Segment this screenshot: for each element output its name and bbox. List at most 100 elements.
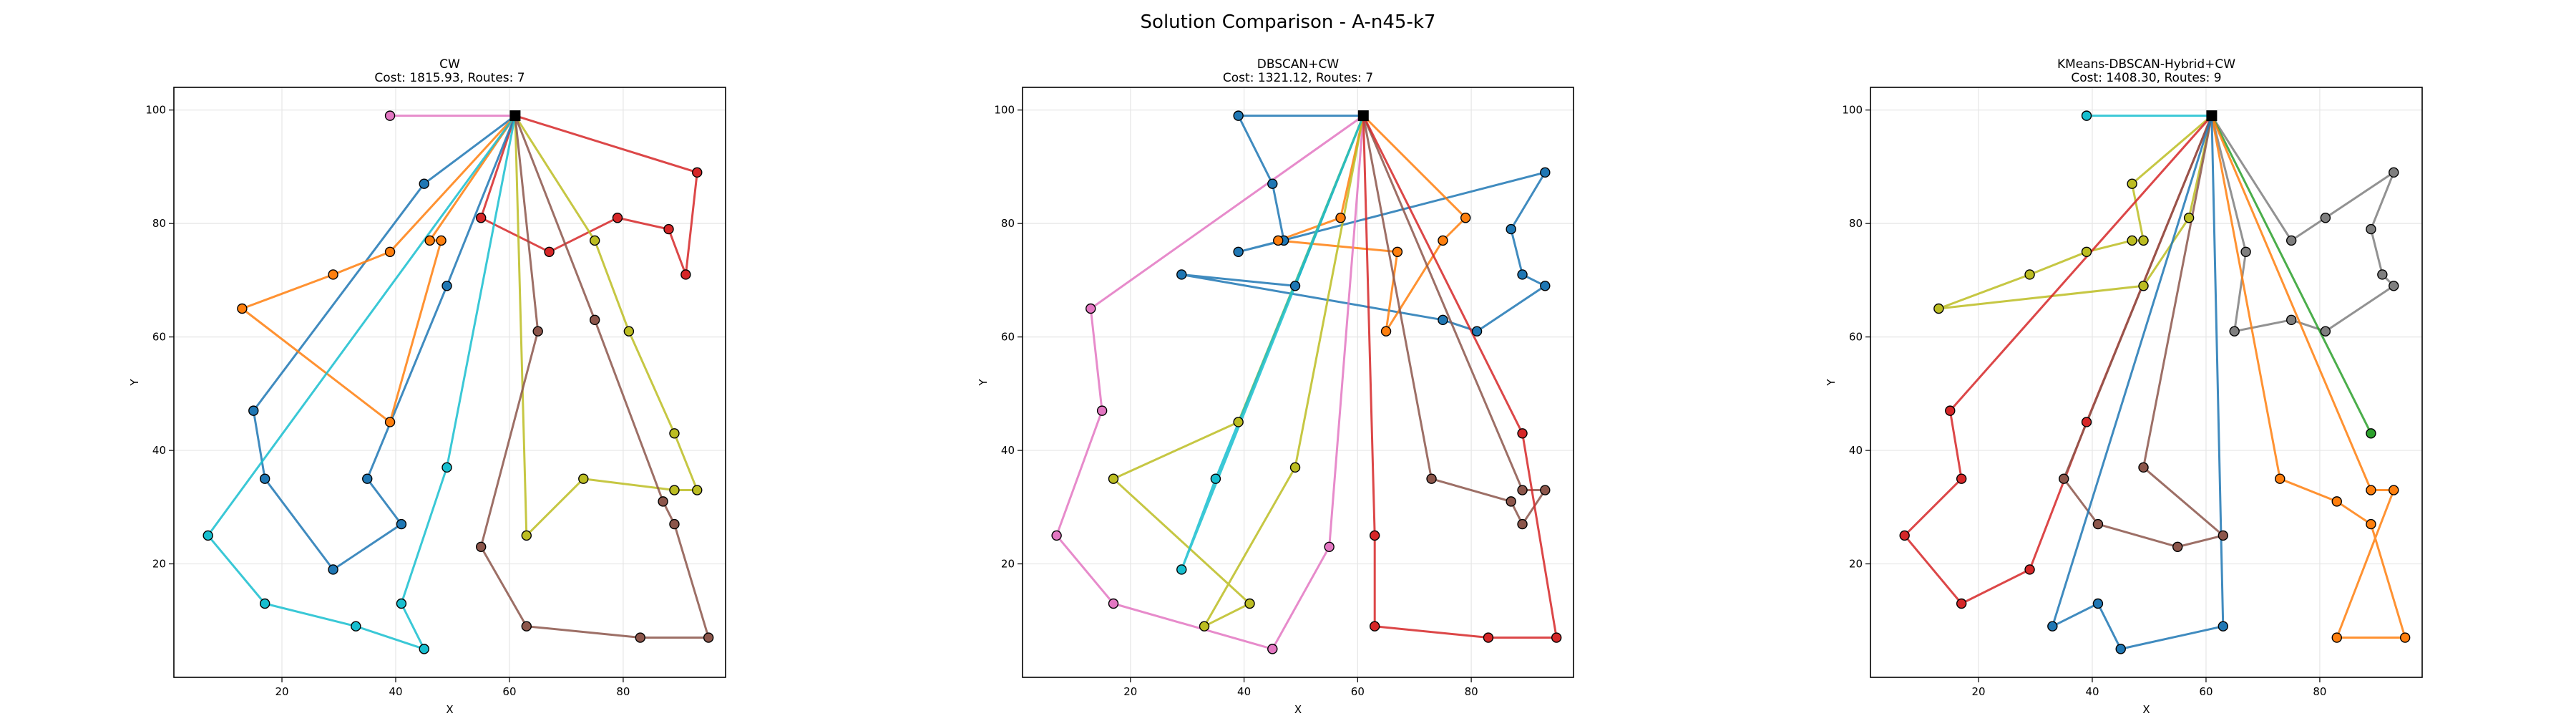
y-tick-label: 20 bbox=[152, 558, 166, 571]
customer-point bbox=[1233, 246, 1244, 257]
route-line-2 bbox=[1937, 115, 2213, 310]
customer-point bbox=[2138, 281, 2149, 291]
y-axis-label: Y bbox=[1825, 379, 1838, 387]
x-tick-label: 40 bbox=[389, 685, 402, 698]
customer-point bbox=[2240, 246, 2251, 257]
customer-point bbox=[1267, 178, 1278, 189]
route-line-5 bbox=[1180, 115, 1365, 571]
customer-point bbox=[1199, 621, 1210, 632]
customer-point bbox=[2229, 326, 2240, 337]
customer-point bbox=[2127, 235, 2137, 246]
customer-point bbox=[2366, 428, 2376, 439]
x-tick-label: 80 bbox=[616, 685, 630, 698]
y-tick-label: 40 bbox=[1849, 444, 1863, 457]
customer-point bbox=[2377, 269, 2388, 280]
customer-point bbox=[1517, 485, 1528, 495]
customer-point bbox=[1517, 428, 1528, 439]
customer-point bbox=[259, 473, 270, 484]
customer-point bbox=[396, 518, 407, 530]
x-axis-label: X bbox=[446, 703, 453, 716]
customer-point bbox=[441, 462, 452, 473]
customer-point bbox=[521, 621, 532, 632]
y-axis-label: Y bbox=[128, 379, 141, 387]
customer-point bbox=[544, 246, 555, 257]
x-tick-label: 20 bbox=[1123, 685, 1137, 698]
customer-point bbox=[1096, 405, 1108, 416]
route-line-3 bbox=[2210, 115, 2395, 333]
customer-point bbox=[328, 269, 338, 280]
customer-point bbox=[396, 598, 407, 609]
customer-point bbox=[680, 269, 691, 280]
customer-point bbox=[1289, 462, 1301, 473]
customer-point bbox=[2081, 246, 2092, 257]
route-line-1 bbox=[1180, 115, 1546, 333]
customer-point bbox=[1085, 303, 1096, 314]
customer-point bbox=[362, 473, 373, 484]
customer-point bbox=[2081, 110, 2092, 121]
customer-point bbox=[2172, 541, 2183, 552]
y-tick-label: 100 bbox=[145, 104, 166, 117]
customer-point bbox=[476, 541, 487, 552]
customer-point bbox=[703, 632, 714, 643]
customer-point bbox=[1483, 632, 1494, 643]
customer-point bbox=[1335, 213, 1346, 223]
chart-title: KMeans-DBSCAN-Hybrid+CW bbox=[2057, 57, 2235, 72]
customer-point bbox=[1369, 621, 1380, 632]
y-tick-label: 40 bbox=[152, 444, 166, 457]
customer-point bbox=[1176, 564, 1187, 575]
y-tick-label: 20 bbox=[1001, 558, 1015, 571]
customer-point bbox=[2218, 530, 2229, 541]
route-line-5 bbox=[2210, 115, 2372, 435]
customer-point bbox=[1933, 303, 1944, 314]
customer-point bbox=[203, 530, 213, 541]
customer-point bbox=[2320, 213, 2331, 223]
customer-point bbox=[612, 213, 623, 223]
customer-point bbox=[589, 235, 600, 246]
chart-subtitle: Cost: 1815.93, Routes: 7 bbox=[374, 71, 525, 85]
customer-point bbox=[436, 235, 447, 246]
customer-point bbox=[2081, 417, 2092, 427]
customer-point bbox=[1517, 269, 1528, 280]
customer-point bbox=[2389, 281, 2399, 291]
customer-point bbox=[1540, 167, 1551, 178]
customer-point bbox=[521, 530, 532, 541]
x-tick-label: 20 bbox=[275, 685, 288, 698]
customer-point bbox=[2331, 496, 2342, 507]
customer-point bbox=[2366, 485, 2376, 495]
x-tick-label: 60 bbox=[2199, 685, 2212, 698]
route-line-4 bbox=[240, 115, 517, 423]
route-line-2 bbox=[479, 115, 698, 276]
customer-point bbox=[2059, 473, 2069, 484]
chart-panel-3: 20 40 60 80 20 40 60 80 100 KMeans-DBSCAN-Hybrid+… bbox=[1825, 57, 2423, 716]
customer-point bbox=[1438, 314, 1448, 326]
customer-point bbox=[1540, 281, 1551, 291]
y-tick-label: 60 bbox=[152, 331, 166, 344]
y-tick-label: 40 bbox=[1001, 444, 1015, 457]
x-tick-label: 80 bbox=[1465, 685, 1478, 698]
customer-point bbox=[2218, 621, 2229, 632]
chart-subtitle: Cost: 1408.30, Routes: 9 bbox=[2071, 71, 2221, 85]
y-tick-label: 80 bbox=[1001, 217, 1015, 230]
chart-subtitle: Cost: 1321.12, Routes: 7 bbox=[1223, 71, 1373, 85]
customer-point bbox=[2366, 518, 2376, 530]
customer-point bbox=[1051, 530, 1062, 541]
customer-point bbox=[1233, 110, 1244, 121]
y-tick-label: 80 bbox=[1849, 217, 1863, 230]
customer-point bbox=[237, 303, 248, 314]
customer-point bbox=[351, 621, 361, 632]
customer-point bbox=[1956, 598, 1967, 609]
customer-point bbox=[1438, 235, 1448, 246]
customer-point bbox=[2024, 564, 2035, 575]
depot-marker bbox=[509, 110, 521, 122]
chart-title: CW bbox=[439, 57, 460, 72]
customer-point bbox=[419, 644, 429, 654]
customer-point bbox=[1233, 417, 1244, 427]
x-tick-label: 40 bbox=[2085, 685, 2099, 698]
route-line-3 bbox=[1055, 115, 1365, 650]
customer-point bbox=[663, 223, 674, 235]
customer-point bbox=[2285, 235, 2297, 246]
customer-point bbox=[532, 326, 543, 337]
route-line-2 bbox=[1277, 115, 1467, 333]
customer-point bbox=[669, 428, 680, 439]
